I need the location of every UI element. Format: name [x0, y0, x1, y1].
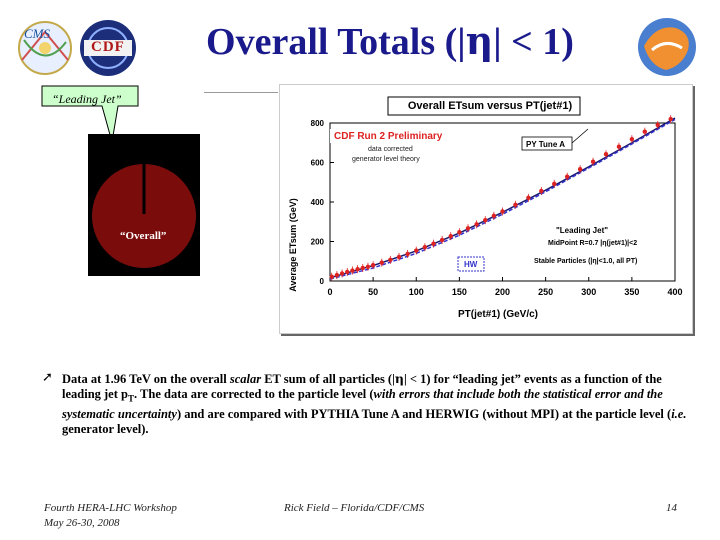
data-point [483, 217, 488, 223]
leading-jet-callout [41, 85, 139, 143]
x-tick-label: 50 [368, 287, 378, 297]
title-divider [204, 92, 278, 93]
data-point [396, 254, 402, 260]
data-point [388, 257, 393, 263]
pytune-label: PY Tune A [526, 140, 565, 149]
y-tick-label: 400 [311, 198, 325, 207]
page-title: Overall Totals (|η| < 1) [170, 18, 610, 64]
title-prefix: Overall Totals (| [206, 21, 466, 63]
data-point [448, 233, 453, 239]
data-point [539, 188, 544, 194]
desc-part-9: generator level). [62, 421, 149, 436]
data-point [465, 226, 471, 231]
data-point [603, 152, 609, 157]
chart-xlabel: PT(jet#1) (GeV/c) [458, 309, 538, 320]
data-point [629, 136, 635, 142]
herwig-label: HW [464, 260, 478, 269]
x-tick-label: 100 [409, 287, 424, 297]
cms-logo: CMS [16, 20, 74, 76]
desc-subscript-t: T [127, 393, 134, 404]
data-point [526, 195, 531, 201]
data-point [590, 159, 596, 164]
data-point [474, 222, 479, 227]
desc-eta-symbol: η [394, 371, 404, 386]
footer-dates: May 26-30, 2008 [44, 517, 120, 529]
data-point [513, 202, 518, 207]
data-point [370, 263, 376, 268]
etsum-chart: Overall ETsum versus PT(jet#1) Average E… [279, 84, 693, 334]
data-point [360, 265, 365, 271]
chart-title: Overall ETsum versus PT(jet#1) [408, 100, 573, 112]
data-point [431, 241, 436, 246]
y-tick-label: 200 [311, 238, 325, 247]
x-tick-label: 300 [581, 287, 596, 297]
data-point [552, 181, 557, 187]
data-point [564, 174, 570, 179]
title-suffix: | < 1) [493, 21, 574, 63]
x-tick-label: 250 [538, 287, 553, 297]
data-point [457, 230, 462, 235]
jet-cut-label: MidPoint R=0.7 |η(jet#1)|<2 [548, 240, 637, 247]
y-tick-label: 0 [320, 277, 325, 286]
data-point [365, 264, 371, 269]
chart-ylabel: Average ETsum (GeV) [288, 198, 298, 292]
data-point [339, 271, 345, 276]
data-point [379, 260, 384, 265]
chart-banner: CDF Run 2 Preliminary [334, 131, 443, 142]
y-tick-label: 600 [311, 159, 325, 168]
etsum-chart-svg: Overall ETsum versus PT(jet#1) Average E… [288, 96, 683, 320]
data-point [329, 274, 334, 279]
desc-part-4: | < 1) for “leading jet” events as a fun… [62, 372, 662, 401]
footer-workshop: Fourth HERA-LHC Workshop [44, 502, 177, 514]
desc-part-3: ET sum of all particles (| [261, 372, 395, 386]
chart-banner-sub2: generator level theory [352, 156, 420, 163]
desc-part-1: Data at 1.96 TeV on the overall [62, 372, 230, 386]
desc-part-5: . The data are corrected to the particle… [134, 387, 374, 401]
desc-errors-italic: with errors that include both the statis… [62, 387, 663, 421]
leading-jet-label: “Leading Jet” [52, 92, 122, 106]
data-point [668, 116, 673, 122]
data-point [414, 248, 419, 253]
stable-particles-label: Stable Particles (|η|<1.0, all PT) [534, 258, 637, 265]
chart-banner-sub1: data corrected [368, 146, 413, 153]
footer-author: Rick Field – Florida/CDF/CMS [284, 502, 425, 514]
footer-page-number: 14 [666, 502, 677, 514]
title-eta-symbol: η [465, 18, 494, 63]
overall-label: “Overall” [120, 230, 167, 242]
bullet-arrow-icon: ➚ [42, 370, 53, 385]
cdf-logo: CDF [78, 18, 138, 78]
description-text: Data at 1.96 TeV on the overall scalar E… [62, 371, 697, 437]
data-point [577, 167, 583, 172]
cdf-logo-text: CDF [91, 39, 125, 55]
data-point [334, 272, 340, 278]
data-point [642, 129, 648, 134]
data-point [439, 237, 445, 243]
data-point [616, 144, 622, 149]
jet-label: "Leading Jet" [556, 226, 608, 235]
x-tick-label: 400 [667, 287, 682, 297]
x-tick-label: 150 [452, 287, 467, 297]
cms-logo-text: CMS [24, 26, 50, 41]
data-point [405, 251, 410, 257]
data-point [355, 266, 360, 272]
overall-region-diagram: “Overall” [88, 134, 200, 276]
data-point [500, 209, 505, 214]
x-tick-label: 350 [624, 287, 639, 297]
data-point [422, 245, 428, 250]
series-line-hw [329, 118, 676, 280]
desc-scalar: scalar [229, 372, 262, 386]
desc-ie-italic: i.e. [671, 406, 687, 421]
data-point [350, 268, 355, 273]
x-tick-label: 200 [495, 287, 510, 297]
data-point [491, 213, 497, 219]
x-tick-label: 0 [327, 287, 332, 297]
desc-part-7: ) and are compared with PYTHIA Tune A an… [176, 406, 672, 421]
data-point [655, 122, 660, 128]
data-point [345, 269, 350, 275]
florida-logo [636, 16, 698, 78]
y-tick-label: 800 [311, 119, 325, 128]
